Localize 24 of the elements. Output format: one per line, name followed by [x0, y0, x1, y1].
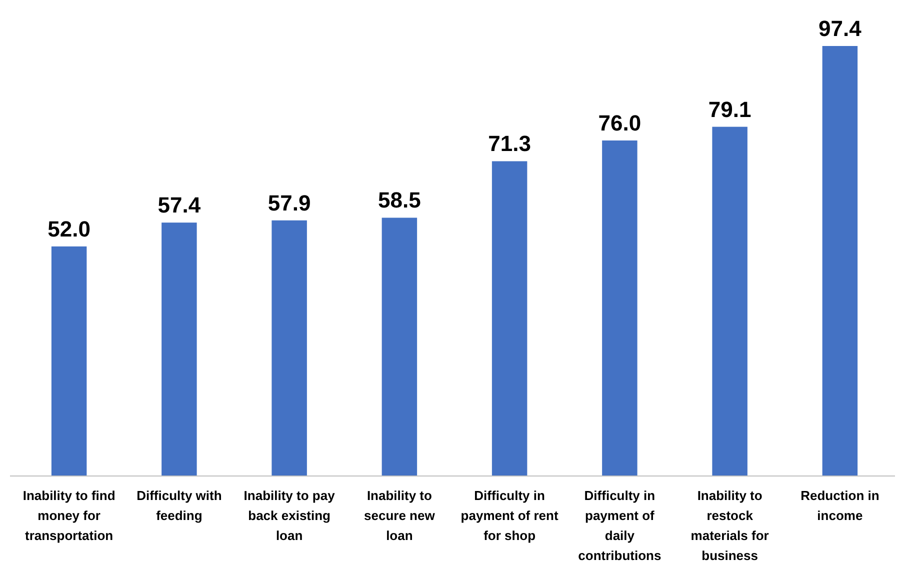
- x-tick-label: Difficulty in payment of daily contributions: [578, 488, 662, 563]
- data-label: 52.0: [48, 216, 90, 242]
- data-label: 57.4: [158, 192, 202, 218]
- x-tick-label: Inability to find money for transportation: [22, 488, 116, 543]
- data-label: 76.0: [598, 110, 642, 136]
- bar: [382, 218, 418, 476]
- data-label: 79.1: [708, 96, 752, 122]
- x-tick-label: Difficulty with feeding: [136, 488, 222, 523]
- bar: [162, 222, 197, 476]
- x-tick-label: Inability to restock materials for business: [690, 488, 769, 563]
- bar: [272, 220, 307, 476]
- bar: [822, 46, 858, 476]
- bar: [712, 126, 748, 476]
- x-tick-label: Reduction in income: [800, 488, 880, 523]
- data-label: 97.4: [818, 16, 862, 41]
- bar: [602, 140, 638, 476]
- bar: [51, 246, 87, 476]
- data-label: 57.9: [268, 190, 311, 216]
- data-label: 71.3: [488, 131, 531, 156]
- x-tick-label: Difficulty in payment of rent for shop: [460, 488, 559, 543]
- data-label: 58.5: [378, 188, 421, 213]
- bar: [492, 161, 528, 476]
- x-tick-label: Inability to secure new loan: [364, 488, 436, 543]
- x-tick-label: Inability to pay back existing loan: [244, 488, 336, 543]
